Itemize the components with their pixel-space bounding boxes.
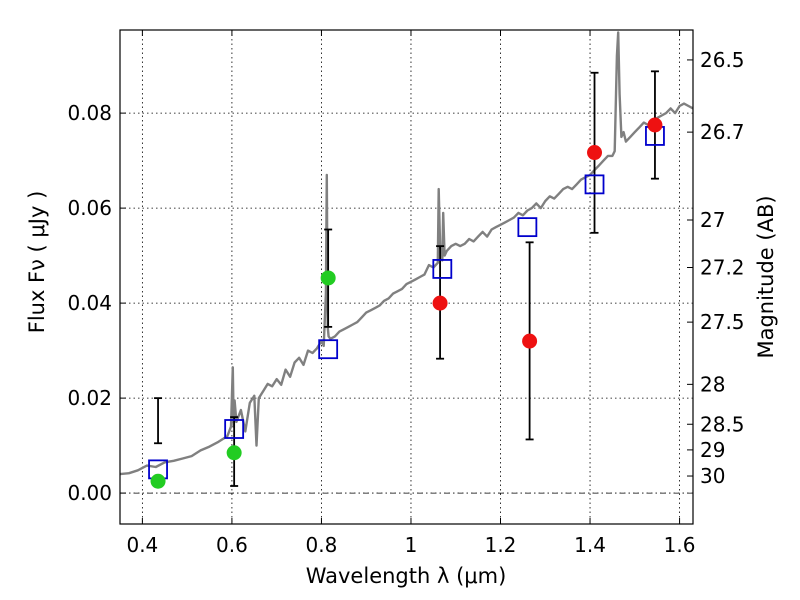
right-tick-label: 30 xyxy=(700,464,725,488)
right-tick-label: 28.5 xyxy=(700,412,745,436)
model-square-point xyxy=(432,259,453,279)
plot-frame xyxy=(119,29,694,525)
errorbar-layer xyxy=(154,70,659,487)
observed-circle-point xyxy=(647,117,663,133)
y-tick-label: 0.06 xyxy=(67,196,112,220)
model-square-point xyxy=(517,217,538,238)
observed-circle-point xyxy=(522,333,538,349)
right-tick-label: 26.7 xyxy=(700,120,745,144)
model-square-point xyxy=(584,174,605,195)
right-tick-label: 27 xyxy=(700,208,725,232)
y-axis-label: Flux Fν ( μJy ) xyxy=(25,191,49,334)
ticks-layer xyxy=(120,30,693,524)
y-tick-label: 0.02 xyxy=(67,386,112,410)
y-tick-label: 0.04 xyxy=(67,291,112,315)
x-tick-label: 1.4 xyxy=(574,533,606,557)
x-tick-label: 0.6 xyxy=(216,533,248,557)
x-tick-label: 1.6 xyxy=(664,533,696,557)
observed-circle-point xyxy=(320,270,336,286)
tick-labels-layer: 0.4 0.6 0.8 1 1.2 1.4 1.6 0.00 0.02 0.04 0.06 0.08 2… xyxy=(67,48,744,557)
grid-layer xyxy=(120,30,693,524)
spectrum-layer xyxy=(119,31,694,476)
right-tick-label: 26.5 xyxy=(700,48,745,72)
observed-circle-point xyxy=(226,445,242,461)
observed-circle-point xyxy=(150,473,166,489)
x-tick-label: 1.2 xyxy=(485,533,517,557)
right-axis-label: Magnitude (AB) xyxy=(754,195,778,358)
observed-circle-point xyxy=(587,145,603,161)
right-tick-label: 28 xyxy=(700,372,725,396)
model-square-point xyxy=(224,419,245,439)
spectrum-line xyxy=(119,31,694,476)
x-tick-label: 0.8 xyxy=(306,533,338,557)
x-axis-label: Wavelength λ (μm) xyxy=(306,564,507,588)
model-square-point xyxy=(318,339,339,360)
observed-circle-point xyxy=(432,295,448,311)
y-tick-label: 0.00 xyxy=(67,481,112,505)
marker-layer xyxy=(148,117,665,489)
x-tick-label: 1 xyxy=(405,533,418,557)
x-tick-label: 0.4 xyxy=(126,533,158,557)
right-tick-label: 27.5 xyxy=(700,310,745,334)
right-tick-label: 29 xyxy=(700,438,725,462)
right-tick-label: 27.2 xyxy=(700,256,745,280)
y-tick-label: 0.08 xyxy=(67,101,112,125)
